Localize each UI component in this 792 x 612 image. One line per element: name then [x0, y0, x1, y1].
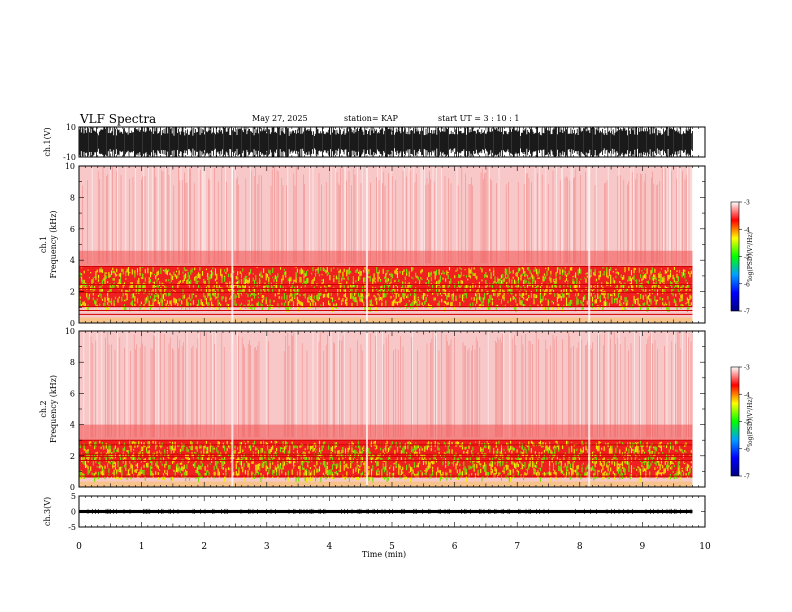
spectrogram-ytick-label: 10 — [65, 162, 75, 171]
spectrogram-ylabel: Frequency (kHz) — [49, 210, 58, 278]
ch1-waveform-trace — [79, 127, 693, 157]
colorbar-tick-label: -6 — [744, 281, 750, 288]
spectrogram-ytick-label: 10 — [65, 327, 75, 336]
colorbar-label: log(PSD)(V²/Hz) — [747, 397, 754, 446]
ch3-ytick-label: -5 — [68, 523, 76, 532]
ch3-ytick-label: 5 — [71, 492, 76, 501]
spectrogram-ylabel: Frequency (kHz) — [49, 375, 58, 443]
colorbar-tick-label: -7 — [744, 309, 750, 316]
ch3-waveform-trace — [79, 509, 693, 514]
spectrogram-upper-edge — [79, 250, 693, 267]
spectrogram-quiet-streaks — [83, 331, 688, 441]
ch3-ytick-label: 0 — [71, 508, 76, 517]
spectrogram-ylabel-channel: ch.1 — [39, 236, 48, 253]
spectrogram-ytick-label: 0 — [70, 319, 75, 328]
xtick-label: 9 — [640, 542, 646, 552]
ch1-waveform-panel: 10 -10 ch.1(V) — [43, 123, 706, 162]
xtick-label: 3 — [264, 542, 270, 552]
spectrogram-ylabel-channel: ch.2 — [39, 400, 48, 417]
spectrogram-ytick-label: 4 — [70, 256, 75, 265]
start-time-label: start UT = 3 : 10 : 1 — [438, 114, 520, 123]
colorbar-tick-label: -6 — [744, 446, 750, 453]
xaxis-label: Time (min) — [362, 550, 406, 559]
xtick-label: 5 — [389, 542, 395, 552]
colorbar-tick-label: -5 — [744, 419, 750, 426]
xtick-label: 0 — [76, 542, 82, 552]
colorbar-tick-label: -3 — [744, 200, 750, 207]
ch1-spectrogram-panel: 0 2 4 6 8 10 ch.1 Frequency (kHz) -3 -4 -5 -6 -7 log(… — [39, 162, 754, 328]
date-label: May 27, 2025 — [252, 114, 308, 123]
colorbar-label: log(PSD)(V²/Hz) — [747, 232, 754, 281]
spectrogram-ytick-label: 6 — [70, 225, 75, 234]
colorbar — [730, 201, 740, 312]
spectrogram-low-strip — [79, 317, 693, 323]
xtick-label: 6 — [452, 542, 458, 552]
ch1-waveform-ylabel: ch.1(V) — [43, 127, 52, 156]
spectrogram-upper-edge — [79, 424, 693, 441]
xtick-label: 8 — [577, 542, 583, 552]
spectrogram-low-strip — [79, 481, 693, 487]
spectrogram-ytick-label: 2 — [70, 452, 75, 461]
figure-title: VLF Spectra — [80, 112, 157, 126]
station-label: station= KAP — [344, 114, 398, 123]
xtick-label: 1 — [139, 542, 145, 552]
xtick-label: 4 — [327, 542, 333, 552]
colorbar-tick-label: -5 — [744, 254, 750, 261]
spectrogram-ytick-label: 8 — [70, 358, 75, 367]
spectrogram-noise-streaks — [90, 331, 693, 438]
colorbar-tick-label: -3 — [744, 365, 750, 372]
ch2-spectrogram-panel: 0 2 4 6 8 10 ch.2 Frequency (kHz) -3 -4 -5 -6 -7 log(… — [39, 327, 754, 492]
spectrogram-ytick-label: 8 — [70, 193, 75, 202]
spectrogram-quiet-streaks — [91, 166, 693, 267]
xtick-label: 10 — [699, 542, 711, 552]
spectrogram-ytick-label: 0 — [70, 483, 75, 492]
xtick-label: 2 — [201, 542, 207, 552]
spectrogram-ytick-label: 6 — [70, 389, 75, 398]
colorbar — [730, 366, 740, 477]
ch3-waveform-ylabel: ch.3(V) — [43, 497, 52, 526]
ch3-waveform-panel: 5 0 -5 ch.3(V) — [43, 492, 706, 532]
colorbar-tick-label: -4 — [744, 227, 750, 234]
ch1-ytick-label: 10 — [66, 123, 76, 132]
colorbar-tick-label: -7 — [744, 474, 750, 481]
spectrogram-ytick-label: 2 — [70, 288, 75, 297]
ch1-ytick-label: -10 — [63, 153, 76, 162]
spectrogram-ytick-label: 4 — [70, 421, 75, 430]
colorbar-tick-label: -4 — [744, 392, 750, 399]
xtick-label: 7 — [514, 542, 520, 552]
ch3-waveform-spikes — [87, 508, 692, 514]
spectrogram-noise-streaks — [82, 166, 687, 264]
